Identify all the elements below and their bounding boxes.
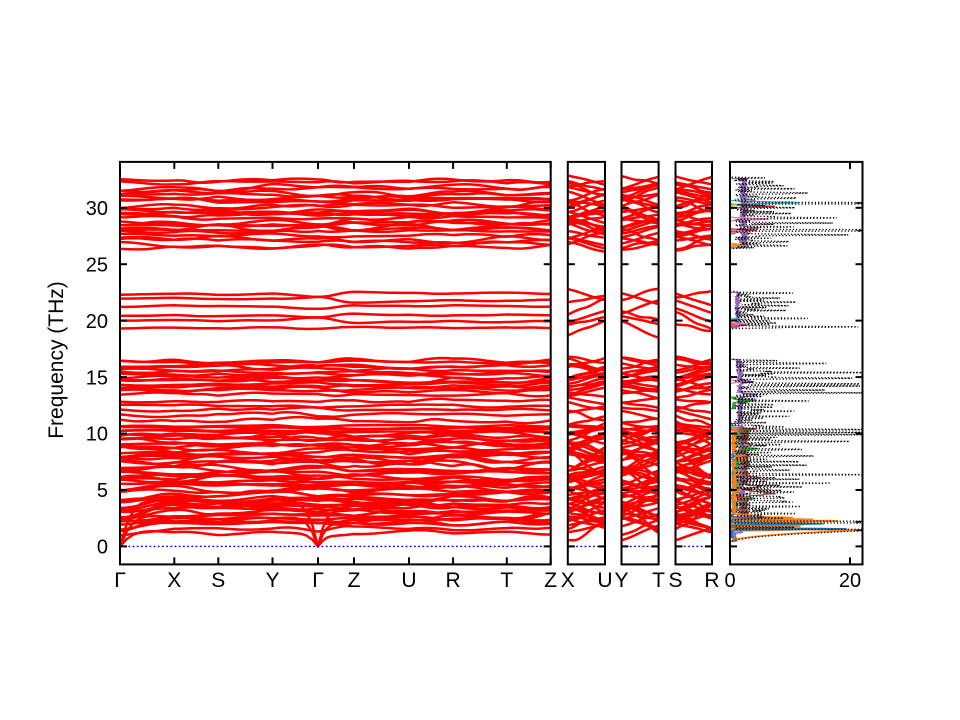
svg-text:Frequency (THz): Frequency (THz) (45, 281, 68, 439)
svg-text:10: 10 (86, 424, 108, 446)
svg-text:15: 15 (86, 367, 108, 389)
svg-text:20: 20 (86, 311, 108, 333)
svg-text:25: 25 (86, 254, 108, 276)
svg-text:T: T (652, 569, 665, 592)
svg-text:0: 0 (724, 570, 735, 592)
svg-text:0: 0 (97, 537, 108, 559)
svg-text:R: R (446, 569, 461, 592)
svg-text:T: T (500, 569, 513, 592)
svg-text:U: U (401, 569, 416, 592)
svg-text:Y: Y (614, 569, 628, 592)
svg-text:5: 5 (97, 480, 108, 502)
svg-text:U: U (597, 569, 612, 592)
svg-text:X: X (561, 569, 575, 592)
svg-text:S: S (211, 569, 225, 592)
svg-text:S: S (668, 569, 682, 592)
svg-text:X: X (167, 569, 181, 592)
svg-text:Z: Z (544, 569, 557, 592)
svg-text:20: 20 (839, 570, 861, 592)
svg-text:R: R (704, 569, 719, 592)
svg-text:Z: Z (348, 569, 361, 592)
svg-text:30: 30 (86, 198, 108, 220)
svg-text:Γ: Γ (114, 569, 126, 592)
svg-text:Y: Y (265, 569, 279, 592)
svg-text:Γ: Γ (312, 569, 324, 592)
